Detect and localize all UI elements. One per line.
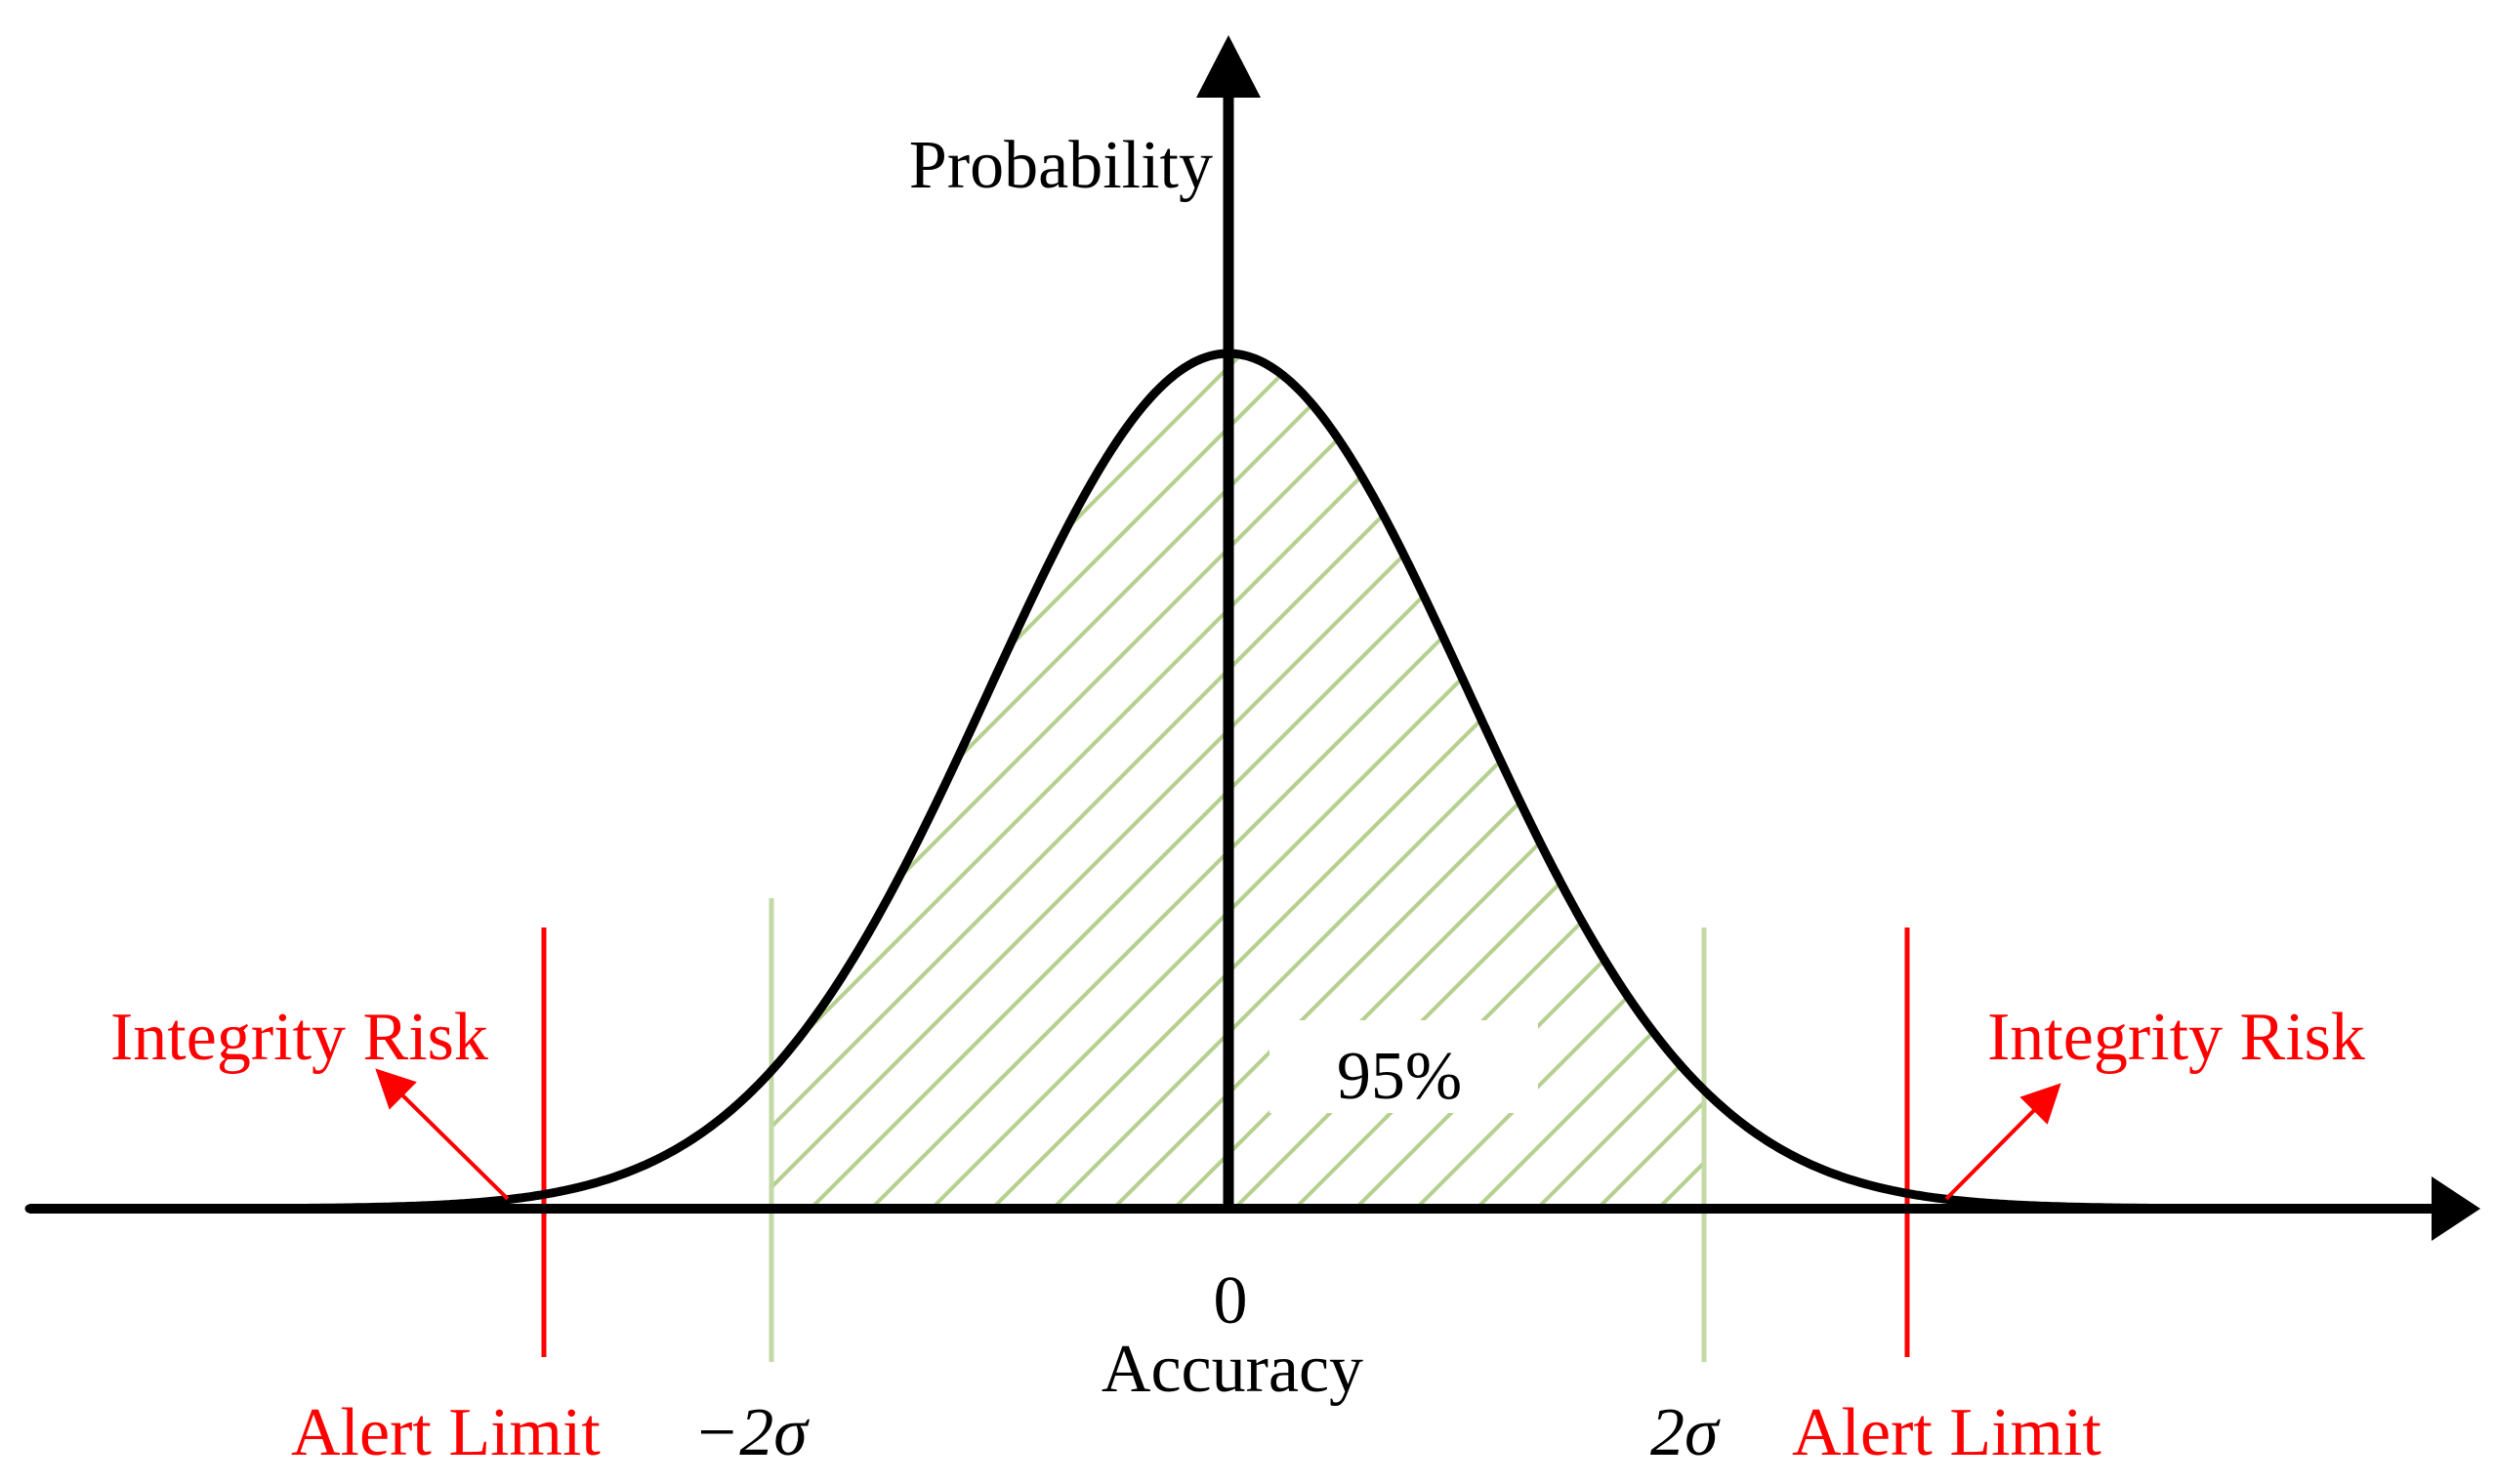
hatch-line (1051, 353, 1704, 1209)
hatch-line (1111, 353, 1704, 1209)
hatch-line (1475, 353, 1704, 1209)
integrity-risk-right-label: Integrity Risk (1987, 1000, 2365, 1075)
neg-two-sigma-label: −2σ (693, 1395, 810, 1470)
percent-label-backdrop (1269, 1020, 1538, 1113)
integrity-risk-left-arrow (375, 1068, 510, 1201)
integrity-risk-right-arrow (1944, 1083, 2061, 1201)
x-axis-label: Accuracy (1102, 1332, 1363, 1407)
hatch-line (771, 353, 1365, 1209)
hatch-line (771, 353, 1704, 1209)
y-axis-arrowhead (1196, 35, 1261, 98)
integrity-risk-left-label: Integrity Risk (110, 1000, 488, 1075)
percent-label: 95% (1337, 1039, 1462, 1114)
origin-label: 0 (1214, 1263, 1248, 1339)
hatch-line (930, 353, 1704, 1209)
hatch-line (1414, 353, 1704, 1209)
alert-limit-left-label: Alert Limit (291, 1395, 601, 1470)
x-axis-arrowhead (2432, 1176, 2480, 1241)
pos-two-sigma-label: 2σ (1650, 1395, 1721, 1470)
alert-limit-right-label: Alert Limit (1792, 1395, 2101, 1470)
y-axis-label: Probability (909, 128, 1213, 203)
